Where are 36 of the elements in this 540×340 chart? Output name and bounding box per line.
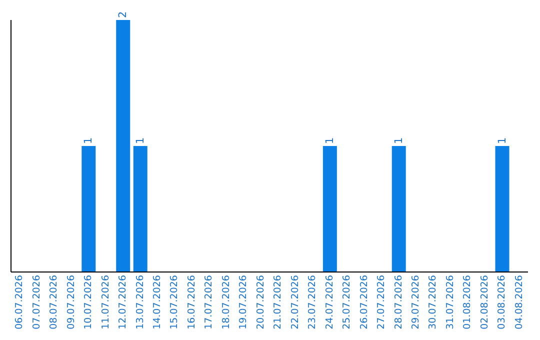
- x-tick-label: 18.07.2026: [220, 275, 232, 330]
- x-tick-label: 11.07.2026: [100, 275, 112, 330]
- x-tick-label: 26.07.2026: [358, 275, 370, 330]
- x-tick-label: 02.08.2026: [479, 275, 490, 330]
- data-label: 1: [392, 137, 405, 144]
- x-tick-label: 22.07.2026: [290, 275, 301, 330]
- x-tick-label: 30.07.2026: [428, 275, 439, 330]
- data-label: 1: [496, 137, 508, 144]
- x-tick-label: 27.07.2026: [376, 275, 388, 330]
- x-tick-label: 25.07.2026: [342, 275, 353, 330]
- x-tick-label: 17.07.2026: [204, 275, 215, 330]
- x-tick-label: 04.08.2026: [514, 275, 525, 330]
- x-tick-label: 09.07.2026: [66, 275, 77, 330]
- x-tick-label: 07.07.2026: [31, 275, 42, 330]
- x-tick-label: 21.07.2026: [272, 275, 284, 330]
- data-label: 1: [82, 137, 95, 144]
- data-label: 2: [117, 11, 130, 18]
- x-tick-label: 06.07.2026: [14, 275, 26, 330]
- x-tick-label: 23.07.2026: [307, 275, 318, 330]
- x-tick-label: 16.07.2026: [186, 275, 198, 330]
- x-tick-label: 29.07.2026: [410, 275, 422, 330]
- x-tick-label: 14.07.2026: [152, 275, 163, 330]
- x-tick-label: 01.08.2026: [462, 275, 474, 330]
- x-tick-label: 31.07.2026: [444, 275, 456, 330]
- x-tick-label: 19.07.2026: [238, 275, 250, 330]
- data-label: 1: [324, 137, 336, 144]
- x-tick-label: 12.07.2026: [118, 275, 129, 330]
- data-label: 1: [134, 137, 146, 144]
- x-tick-label: 13.07.2026: [134, 275, 146, 330]
- x-tick-label: 15.07.2026: [169, 275, 180, 330]
- x-tick-label: 10.07.2026: [83, 275, 94, 330]
- x-tick-label: 08.07.2026: [48, 275, 60, 330]
- x-tick-label: 24.07.2026: [324, 275, 336, 330]
- x-tick-label: 20.07.2026: [255, 275, 266, 330]
- x-tick-label: 28.07.2026: [393, 275, 404, 330]
- x-tick-label: 03.08.2026: [496, 275, 508, 330]
